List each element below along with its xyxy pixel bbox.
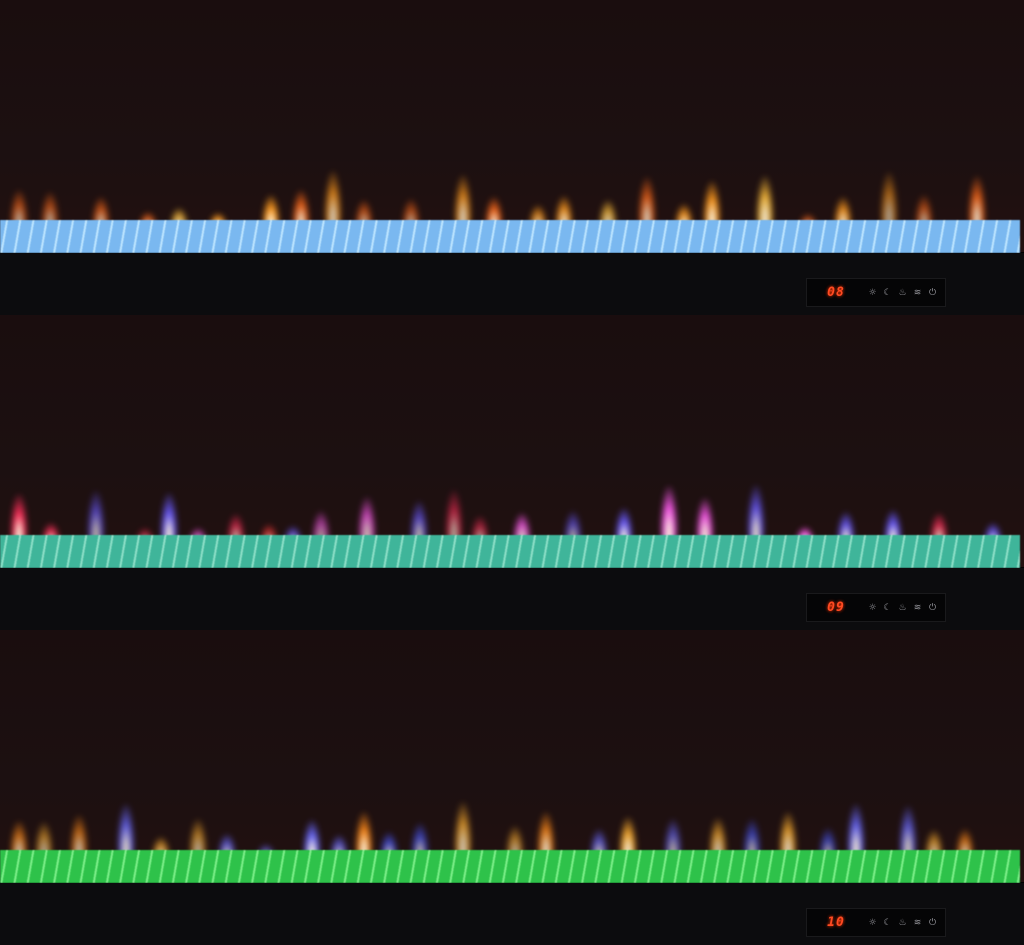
brightness-icon[interactable]: ☼ [868,287,877,298]
flame [637,177,656,230]
flame [358,496,377,545]
flame [879,171,898,230]
timer-moon-icon[interactable]: ☾ [883,917,892,928]
level-display: 10 [827,915,845,930]
ember-bed [0,220,1020,253]
timer-moon-icon[interactable]: ☾ [883,602,892,613]
flame [846,803,865,860]
flames [0,780,1024,860]
flame [663,818,682,860]
flame [898,806,917,860]
flame [618,817,637,860]
flame [755,176,774,230]
level-display: 09 [827,600,845,615]
flame [160,492,179,545]
flame [70,815,89,860]
ember-bed [0,535,1020,568]
fireplace-unit: 08 ☼ ☾ ♨ ≋ ⏻ [0,0,1024,315]
control-panel: 09 ☼ ☾ ♨ ≋ ⏻ [806,593,946,622]
timer-moon-icon[interactable]: ☾ [883,287,892,298]
frame: 09 ☼ ☾ ♨ ≋ ⏻ [0,568,1024,630]
level-display: 08 [827,285,845,300]
flame [778,811,797,860]
fireplace-unit: 09 ☼ ☾ ♨ ≋ ⏻ [0,315,1024,630]
flame [10,189,28,230]
heat-icon[interactable]: ≋ [913,917,922,928]
flames [0,150,1024,230]
flame-icon[interactable]: ♨ [898,287,907,298]
power-icon[interactable]: ⏻ [928,917,937,928]
flame [659,486,678,545]
flame [323,170,342,230]
flame-icon[interactable]: ♨ [898,917,907,928]
flame [453,175,472,230]
flame [743,819,762,860]
flame [696,498,714,545]
flame [355,812,374,860]
firebox [0,315,1024,568]
firebox [0,0,1024,253]
control-panel: 10 ☼ ☾ ♨ ≋ ⏻ [806,908,946,937]
flames [0,465,1024,545]
firebox [0,630,1024,883]
heat-icon[interactable]: ≋ [913,287,922,298]
flame [410,501,429,545]
brightness-icon[interactable]: ☼ [868,602,877,613]
flame-icon[interactable]: ♨ [898,602,907,613]
flame [86,490,105,545]
flame [968,175,987,230]
flame [709,817,727,860]
frame: 08 ☼ ☾ ♨ ≋ ⏻ [0,253,1024,315]
fireplace-unit: 10 ☼ ☾ ♨ ≋ ⏻ [0,630,1024,945]
heat-icon[interactable]: ≋ [913,602,922,613]
frame: 10 ☼ ☾ ♨ ≋ ⏻ [0,883,1024,945]
flame [702,180,721,230]
control-panel: 08 ☼ ☾ ♨ ≋ ⏻ [806,278,946,307]
power-icon[interactable]: ⏻ [928,602,937,613]
flame [188,819,207,860]
ember-bed [0,850,1020,883]
flame [454,802,473,860]
flame [536,812,555,860]
flame [10,494,28,545]
flame [747,485,766,545]
power-icon[interactable]: ⏻ [928,287,937,298]
flame [444,490,463,545]
brightness-icon[interactable]: ☼ [868,917,877,928]
flame [116,804,135,860]
